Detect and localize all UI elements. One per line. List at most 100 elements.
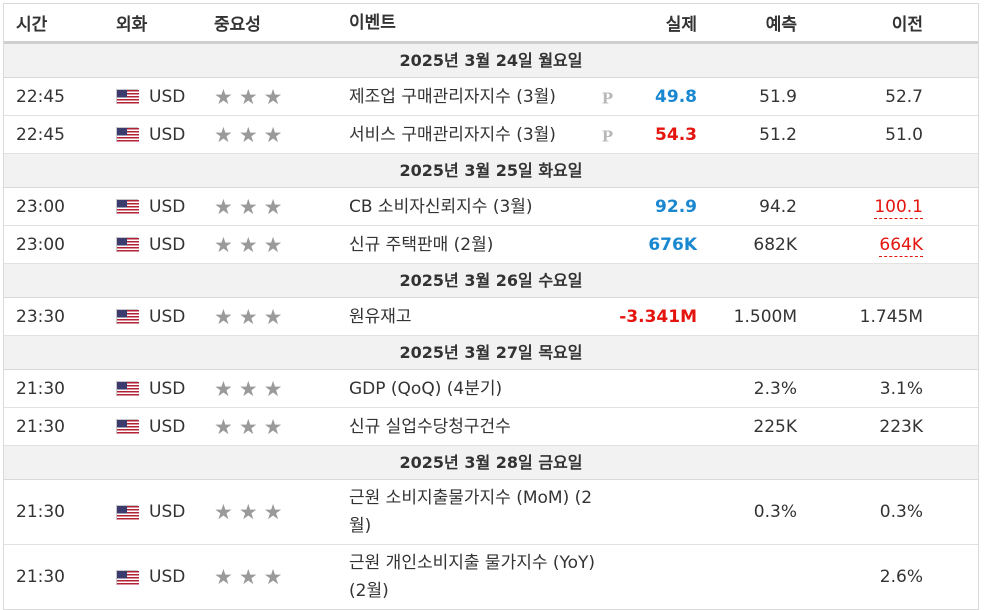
event-forecast: 1.500M — [733, 306, 797, 327]
event-actual: -3.341M — [619, 306, 697, 327]
event-name-text[interactable]: 원유재고 — [349, 306, 412, 327]
currency-code: USD — [149, 567, 186, 587]
header-event[interactable]: 이벤트 — [349, 12, 396, 33]
day-separator: 2025년 3월 28일 금요일 — [4, 446, 978, 480]
star-icon: ★ — [238, 414, 258, 439]
event-name[interactable]: 신규 주택판매 (2월) — [348, 231, 603, 259]
event-time: 22:45 — [16, 124, 65, 145]
star-icon: ★ — [263, 304, 283, 329]
event-row[interactable]: 22:45 USD ★ ★ ★ 서비스 구매관리자지수 (3월) P 54.3 51.2 51.0 — [4, 116, 978, 154]
event-row[interactable]: 21:30 USD ★ ★ ★ 근원 소비지출물가지수 (MoM) (2월) 0.3% 0.3… — [4, 480, 978, 545]
event-time: 21:30 — [16, 567, 65, 587]
header-actual[interactable]: 실제 — [665, 15, 697, 35]
header-previous[interactable]: 이전 — [891, 15, 923, 35]
importance-stars: ★ ★ ★ — [214, 84, 348, 109]
importance-stars: ★ ★ ★ — [214, 565, 348, 589]
event-row[interactable]: 23:00 USD ★ ★ ★ CB 소비자신뢰지수 (3월) 92.9 94.2 100.1 — [4, 188, 978, 226]
star-icon: ★ — [263, 376, 283, 401]
star-icon: ★ — [238, 304, 258, 329]
event-name[interactable]: 근원 소비지출물가지수 (MoM) (2월) — [348, 484, 603, 540]
previous-value: 223K — [879, 416, 923, 437]
event-time: 23:00 — [16, 234, 65, 255]
star-icon: ★ — [214, 84, 233, 109]
event-row[interactable]: 22:45 USD ★ ★ ★ 제조업 구매관리자지수 (3월) P 49.8 51.9 52.7 — [4, 78, 978, 116]
us-flag-icon — [116, 504, 139, 521]
star-icon: ★ — [263, 565, 283, 589]
event-name[interactable]: CB 소비자신뢰지수 (3월) — [348, 193, 603, 221]
importance-stars: ★ ★ ★ — [214, 304, 348, 329]
event-name[interactable]: 서비스 구매관리자지수 (3월) P — [348, 121, 613, 149]
event-name-text[interactable]: 신규 실업수당청구건수 — [349, 416, 511, 437]
star-icon: ★ — [238, 376, 258, 401]
us-flag-icon — [116, 309, 139, 325]
us-flag-icon — [116, 569, 139, 586]
header-forecast[interactable]: 예측 — [765, 15, 797, 35]
star-icon: ★ — [238, 232, 258, 257]
event-name-text[interactable]: 근원 소비지출물가지수 (MoM) (2월) — [349, 488, 593, 536]
event-row[interactable]: 23:30 USD ★ ★ ★ 원유재고 -3.341M 1.500M 1.745M — [4, 298, 978, 336]
event-name-text[interactable]: 서비스 구매관리자지수 (3월) — [349, 124, 556, 145]
event-name[interactable]: 원유재고 — [348, 303, 603, 331]
event-name-text[interactable]: 신규 주택판매 (2월) — [349, 234, 494, 255]
star-icon: ★ — [238, 565, 258, 589]
star-icon: ★ — [263, 122, 283, 147]
us-flag-icon — [116, 381, 139, 397]
event-forecast: 94.2 — [759, 196, 797, 217]
previous-value: 51.0 — [885, 124, 923, 145]
star-icon: ★ — [214, 500, 233, 524]
event-row[interactable]: 21:30 USD ★ ★ ★ 근원 개인소비지출 물가지수 (YoY) (2월) 2.6% — [4, 545, 978, 609]
event-currency: USD — [116, 307, 214, 327]
previous-value: 52.7 — [885, 86, 923, 107]
event-previous: 3.1% — [797, 379, 923, 399]
currency-code: USD — [149, 234, 186, 255]
event-previous: 0.3% — [797, 502, 923, 522]
event-name-text[interactable]: 제조업 구매관리자지수 (3월) — [349, 86, 556, 107]
event-currency: USD — [116, 125, 214, 145]
currency-code: USD — [149, 502, 186, 522]
event-time: 23:30 — [16, 306, 65, 327]
table-header: 시간 외화 중요성 이벤트 실제 예측 이전 — [4, 4, 978, 44]
header-currency[interactable]: 외화 — [116, 15, 148, 35]
currency-code: USD — [149, 306, 186, 327]
event-name[interactable]: 신규 실업수당청구건수 — [348, 413, 603, 441]
event-forecast: 682K — [753, 234, 797, 255]
event-name-text[interactable]: GDP (QoQ) (4분기) — [349, 378, 503, 399]
event-forecast: 51.9 — [759, 86, 797, 107]
currency-code: USD — [149, 416, 186, 437]
currency-code: USD — [149, 378, 186, 399]
event-previous: 1.745M — [797, 307, 923, 327]
event-actual: 92.9 — [655, 196, 697, 217]
star-icon: ★ — [238, 84, 258, 109]
event-name-text[interactable]: CB 소비자신뢰지수 (3월) — [349, 196, 533, 217]
event-name[interactable]: GDP (QoQ) (4분기) — [348, 375, 603, 403]
day-separator: 2025년 3월 25일 화요일 — [4, 154, 978, 188]
event-name[interactable]: 근원 개인소비지출 물가지수 (YoY) (2월) — [348, 549, 603, 605]
currency-code: USD — [149, 86, 186, 107]
star-icon: ★ — [214, 194, 233, 219]
event-name[interactable]: 제조업 구매관리자지수 (3월) P — [348, 83, 613, 111]
event-row[interactable]: 21:30 USD ★ ★ ★ 신규 실업수당청구건수 225K 223K — [4, 408, 978, 446]
event-time: 21:30 — [16, 416, 65, 437]
header-time[interactable]: 시간 — [16, 15, 48, 35]
event-currency: USD — [116, 502, 214, 522]
event-currency: USD — [116, 379, 214, 399]
previous-value[interactable]: 100.1 — [874, 196, 923, 219]
event-row[interactable]: 21:30 USD ★ ★ ★ GDP (QoQ) (4분기) 2.3% 3.1% — [4, 370, 978, 408]
currency-code: USD — [149, 124, 186, 145]
event-name-text[interactable]: 근원 개인소비지출 물가지수 (YoY) (2월) — [349, 553, 596, 601]
event-row[interactable]: 23:00 USD ★ ★ ★ 신규 주택판매 (2월) 676K 682K 664K — [4, 226, 978, 264]
event-forecast: 0.3% — [753, 502, 797, 522]
us-flag-icon — [116, 237, 139, 253]
event-currency: USD — [116, 197, 214, 217]
p-icon: P — [601, 88, 613, 107]
previous-value: 2.6% — [879, 567, 923, 587]
event-actual: 49.8 — [655, 86, 697, 107]
star-icon: ★ — [214, 304, 233, 329]
currency-code: USD — [149, 196, 186, 217]
previous-value[interactable]: 664K — [879, 234, 923, 257]
day-separator: 2025년 3월 24일 월요일 — [4, 44, 978, 78]
event-forecast: 225K — [753, 416, 797, 437]
day-separator: 2025년 3월 26일 수요일 — [4, 264, 978, 298]
event-previous: 223K — [797, 417, 923, 437]
header-importance[interactable]: 중요성 — [214, 15, 261, 35]
